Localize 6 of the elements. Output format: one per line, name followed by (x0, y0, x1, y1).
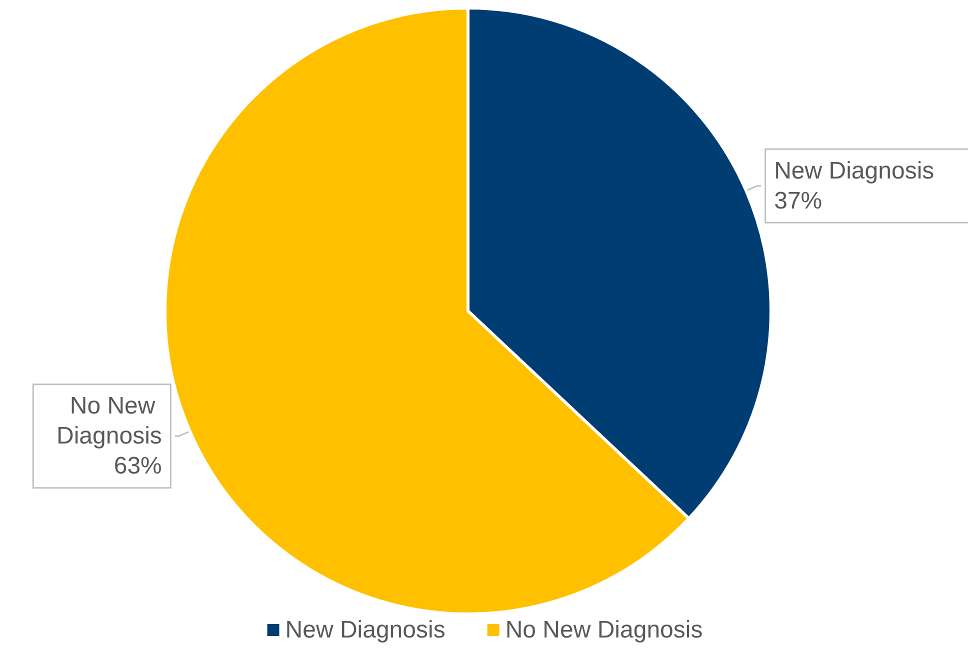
legend-label: No New Diagnosis (505, 616, 703, 644)
slice-label: No New Diagnosis (56, 392, 162, 450)
slice-label: New Diagnosis (774, 157, 934, 184)
data-label: 63% (114, 452, 162, 480)
data-label: 37% (774, 187, 822, 214)
legend-label: New Diagnosis (285, 616, 446, 644)
